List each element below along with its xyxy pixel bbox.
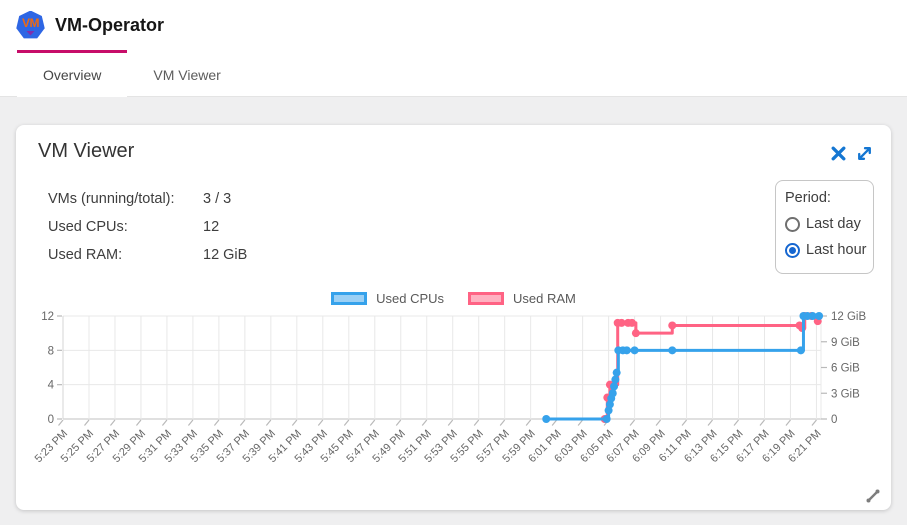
left-tick-label: 8 xyxy=(48,345,54,357)
stat-label: VMs (running/total): xyxy=(48,191,175,207)
card-actions xyxy=(829,143,875,164)
logo-vm-text: VM xyxy=(22,15,40,30)
radio-icon xyxy=(785,242,800,258)
vm-stats: VMs (running/total): 3 / 3 Used CPUs: 12… xyxy=(48,185,247,269)
stat-row-ram: Used RAM: 12 GiB xyxy=(48,241,247,269)
tab-overview[interactable]: Overview xyxy=(17,50,128,97)
stat-row-vms: VMs (running/total): 3 / 3 xyxy=(48,185,247,213)
legend-item-used-cpus[interactable]: Used CPUs xyxy=(331,291,444,306)
data-point xyxy=(668,321,677,330)
axes xyxy=(57,315,827,426)
data-point xyxy=(668,346,677,355)
data-point xyxy=(808,312,817,320)
stat-value: 3 / 3 xyxy=(203,191,232,207)
y-axis-labels: 0 4 8 12 0 3 GiB 6 GiB 9 GiB 12 GiB xyxy=(41,311,866,426)
used-cpus-swatch xyxy=(331,292,368,305)
close-button[interactable] xyxy=(829,143,848,164)
data-point xyxy=(631,329,640,338)
radio-label: Last day xyxy=(806,216,861,232)
right-tick-label: 0 xyxy=(831,414,837,426)
right-tick-label: 9 GiB xyxy=(831,337,860,349)
used-ram-points xyxy=(600,312,822,423)
chart-legend: Used CPUs Used RAM xyxy=(16,291,891,306)
vm-viewer-card: VM Viewer VMs (running/total): 3 / 3 Use… xyxy=(16,125,891,510)
radio-label: Last hour xyxy=(806,242,867,258)
close-icon xyxy=(831,146,846,161)
data-point xyxy=(612,368,621,377)
app-title: VM-Operator xyxy=(55,14,165,35)
used-cpus-line xyxy=(546,314,820,421)
right-tick-label: 12 GiB xyxy=(831,311,866,323)
x-axis-labels: 5:23 PM5:25 PM5:27 PM5:29 PM5:31 PM5:33 … xyxy=(33,428,824,465)
legend-item-used-ram[interactable]: Used RAM xyxy=(468,291,576,306)
data-point xyxy=(622,346,631,355)
period-label: Period: xyxy=(785,190,831,206)
tab-vm-viewer[interactable]: VM Viewer xyxy=(153,66,221,83)
data-point xyxy=(617,318,626,327)
data-point xyxy=(630,346,639,355)
data-point xyxy=(542,415,551,423)
data-point xyxy=(604,406,613,415)
left-tick-label: 4 xyxy=(48,380,55,392)
data-point xyxy=(610,382,619,391)
used-cpus-points xyxy=(542,312,824,423)
stat-label: Used CPUs: xyxy=(48,219,128,235)
page-body: VM Viewer VMs (running/total): 3 / 3 Use… xyxy=(0,97,907,525)
data-point xyxy=(796,346,805,355)
legend-label: Used RAM xyxy=(513,291,576,306)
stat-row-cpus: Used CPUs: 12 xyxy=(48,213,247,241)
logo-purple-mark xyxy=(26,30,35,36)
app-header: VM VM-Operator xyxy=(0,0,907,50)
right-tick-label: 3 GiB xyxy=(831,388,860,400)
card-title: VM Viewer xyxy=(38,140,135,162)
vm-operator-logo-icon: VM xyxy=(16,10,45,39)
left-tick-label: 12 xyxy=(41,311,54,323)
data-point xyxy=(608,389,617,398)
used-ram-swatch xyxy=(468,292,505,305)
resize-icon xyxy=(866,489,880,503)
stat-value: 12 xyxy=(203,219,220,235)
period-option-last-hour[interactable]: Last hour xyxy=(785,237,873,263)
legend-label: Used CPUs xyxy=(376,291,445,306)
usage-line-chart[interactable]: 5:23 PM5:25 PM5:27 PM5:29 PM5:31 PM5:33 … xyxy=(16,305,891,483)
data-point xyxy=(815,312,824,320)
tab-bar: Overview VM Viewer xyxy=(0,50,907,97)
expand-icon xyxy=(858,147,871,160)
left-tick-label: 0 xyxy=(48,414,54,426)
data-point xyxy=(605,400,614,409)
radio-icon xyxy=(785,216,800,232)
data-point xyxy=(627,318,636,327)
right-tick-label: 6 GiB xyxy=(831,363,860,375)
expand-button[interactable] xyxy=(854,143,875,164)
stat-label: Used RAM: xyxy=(48,247,123,263)
stat-value: 12 GiB xyxy=(203,247,248,263)
data-point xyxy=(611,375,620,384)
card-resize-handle[interactable] xyxy=(864,487,882,505)
period-selector: Period: Last day Last hour xyxy=(775,180,874,274)
period-option-last-day[interactable]: Last day xyxy=(785,211,873,237)
data-point xyxy=(602,415,611,423)
gridlines xyxy=(62,315,821,420)
